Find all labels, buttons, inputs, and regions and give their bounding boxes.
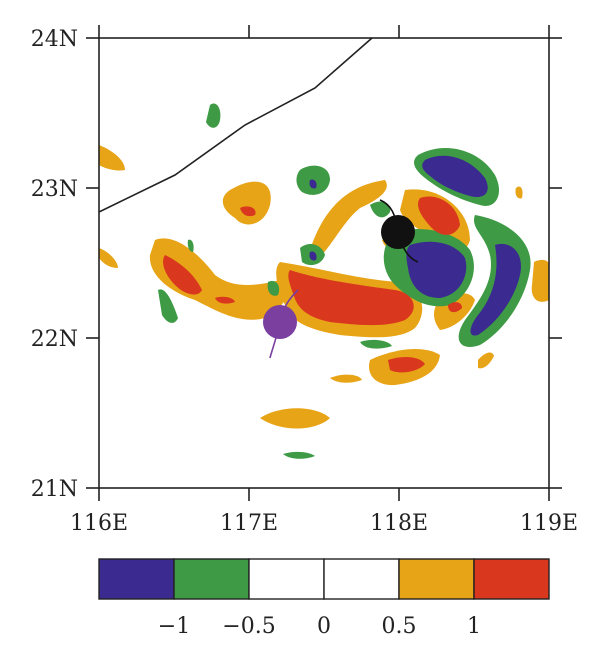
contour-blue	[309, 179, 317, 189]
contour-blue	[470, 243, 521, 336]
contour-orange	[99, 248, 118, 268]
contour-orange	[149, 238, 290, 320]
lon-label: 117E	[220, 511, 278, 536]
map-panel: 24N 23N 22N 21N 116E 117E 118E 119E	[31, 25, 578, 536]
lon-label: 118E	[370, 511, 428, 536]
colorbar-label: 0.5	[382, 614, 417, 639]
lat-label: 24N	[31, 27, 78, 52]
contour-blue	[422, 155, 488, 198]
colorbar-label: 1	[467, 614, 481, 639]
axis-ticks	[86, 25, 562, 501]
contour-green	[206, 103, 221, 128]
typhoon-center	[263, 305, 297, 339]
lon-label: 116E	[70, 511, 128, 536]
colorbar-bin	[98, 558, 175, 600]
map-frame	[98, 37, 550, 489]
lat-label: 23N	[31, 177, 78, 202]
contour-green	[370, 201, 391, 218]
colorbar-label: 0	[317, 614, 331, 639]
contour-red	[418, 196, 460, 235]
typhoon-symbol-purple	[263, 289, 299, 359]
contour-red	[288, 270, 414, 326]
contour-orange	[260, 408, 330, 429]
colorbar-label: −1	[158, 614, 190, 639]
colorbar-bin	[323, 558, 400, 600]
colorbar-bin	[398, 558, 475, 600]
contour-orange	[330, 374, 362, 383]
contour-orange	[310, 180, 387, 255]
typhoon-center	[381, 215, 415, 249]
contour-blue	[406, 241, 467, 298]
contour-red	[388, 356, 425, 373]
colorbar-bin	[473, 558, 550, 600]
contour-red	[215, 296, 235, 304]
contour-green	[267, 280, 280, 296]
contour-green	[360, 339, 392, 349]
colorbar-label: −0.5	[222, 614, 275, 639]
contour-red	[163, 255, 202, 295]
contour-green	[187, 239, 194, 252]
lat-label: 22N	[31, 327, 78, 352]
contour-orange	[99, 145, 125, 171]
coastline	[98, 37, 373, 213]
contour-orange	[478, 352, 494, 369]
colorbar-bin	[173, 558, 250, 600]
contour-green	[283, 451, 315, 459]
contour-red	[448, 302, 462, 313]
lon-label: 119E	[520, 511, 578, 536]
colorbar-bin	[248, 558, 325, 600]
contour-red-group	[163, 196, 462, 373]
colorbar: −1 −0.5 0 0.5 1	[98, 558, 550, 639]
typhoon-symbol-black	[379, 199, 419, 263]
contour-red	[240, 206, 256, 217]
contour-blue-group	[309, 155, 521, 336]
contour-green	[158, 289, 178, 323]
contour-orange	[531, 259, 549, 302]
contour-orange	[222, 181, 271, 225]
lat-label: 21N	[31, 477, 78, 502]
contour-orange	[515, 186, 523, 199]
contour-blue	[309, 251, 317, 261]
